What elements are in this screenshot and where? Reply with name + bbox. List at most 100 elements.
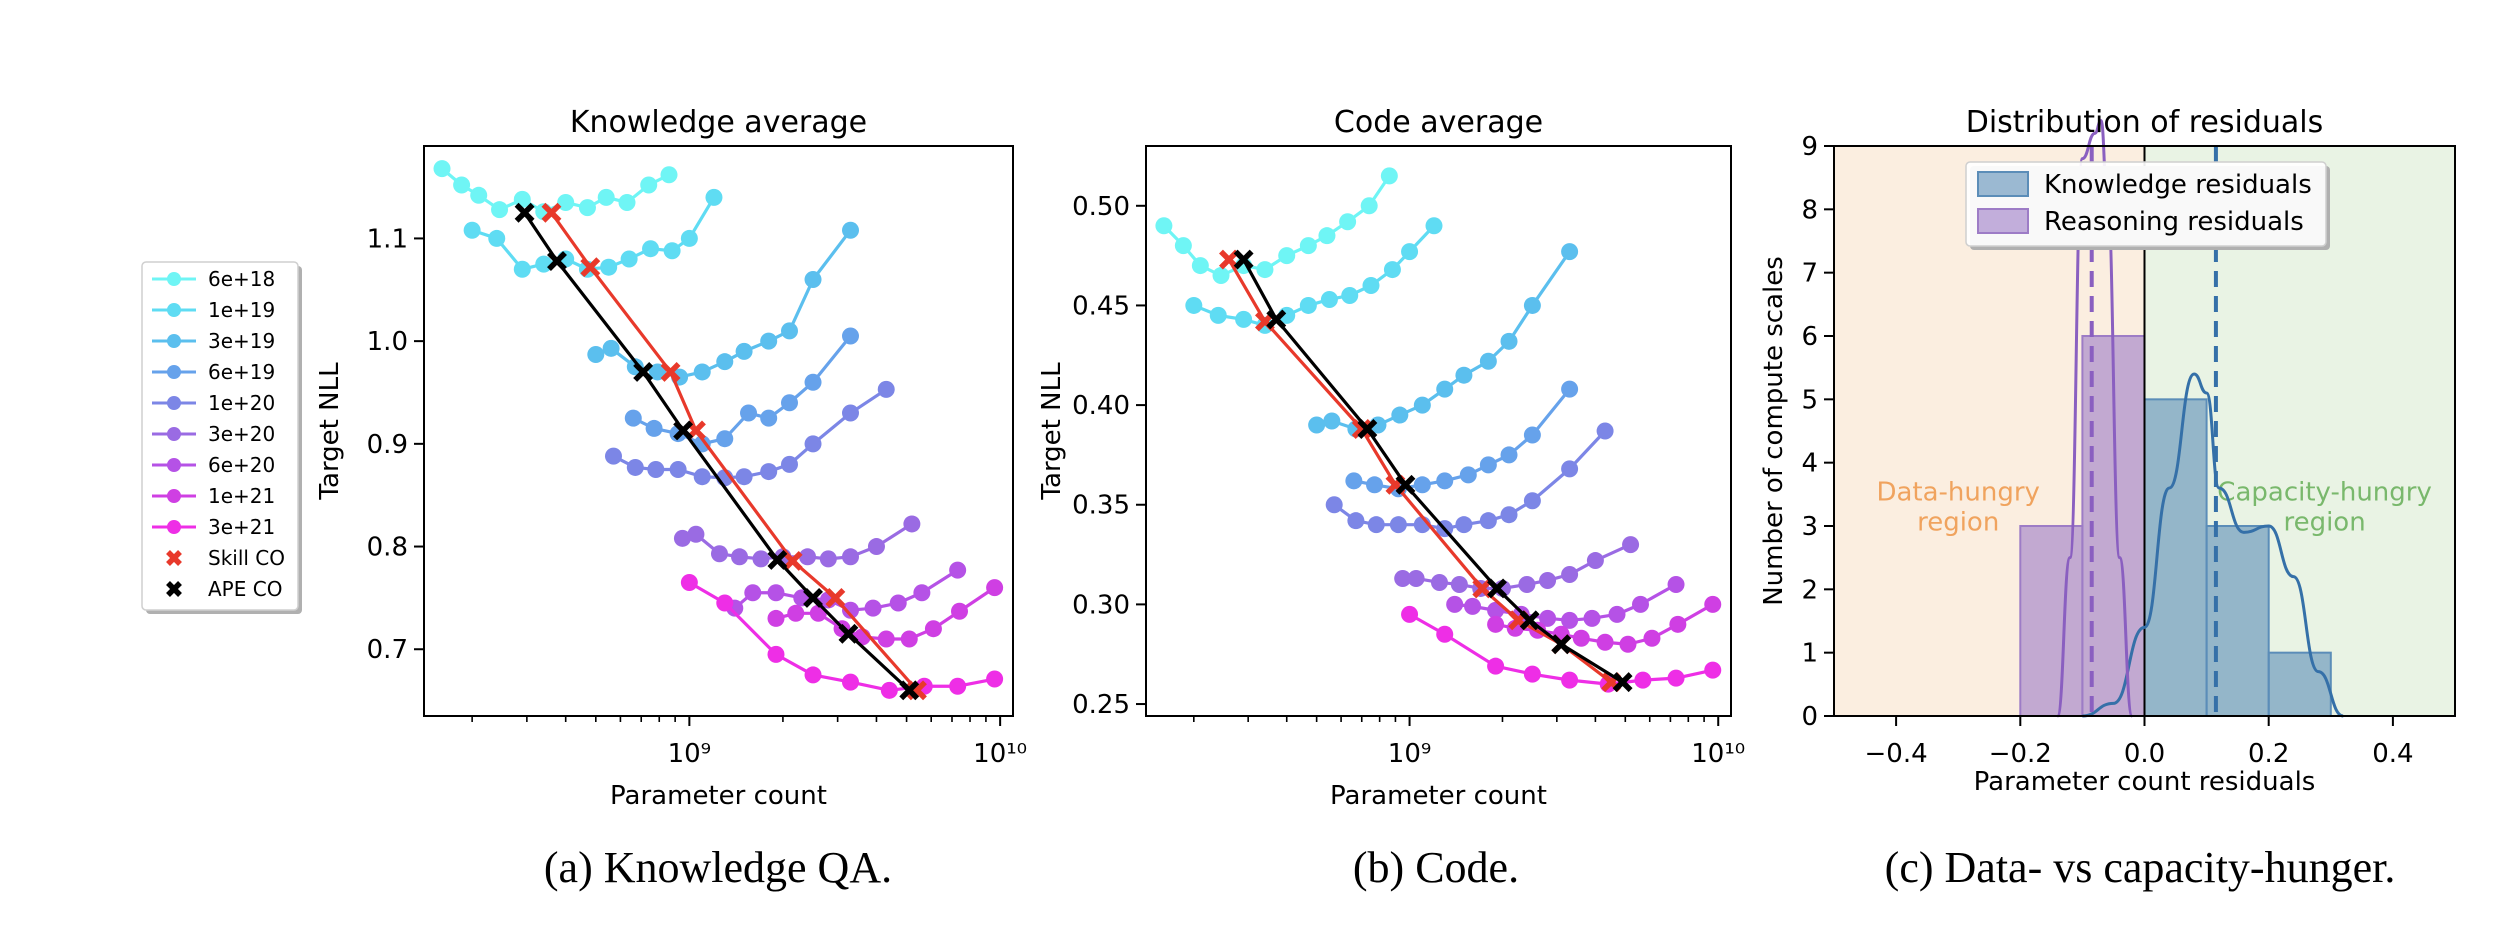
data-point <box>1523 426 1541 444</box>
legend-marker <box>167 458 181 472</box>
data-point <box>716 430 734 448</box>
data-point <box>760 463 778 481</box>
data-point <box>1561 460 1579 478</box>
data-point <box>819 550 837 568</box>
data-point <box>1360 197 1378 215</box>
optimal-marker <box>1551 634 1572 655</box>
data-point <box>1185 296 1203 314</box>
data-point <box>760 332 778 350</box>
x-tick-label: 0.0 <box>2124 739 2165 769</box>
data-point <box>1608 605 1626 623</box>
optimal-line-ape-co <box>514 202 920 701</box>
data-point <box>1389 516 1407 534</box>
series-line <box>632 334 852 446</box>
data-point <box>1539 571 1557 589</box>
optimal-marker-stroke-b <box>825 587 846 608</box>
histogram-bar <box>2143 398 2208 717</box>
data-point <box>642 240 660 258</box>
optimal-marker <box>673 420 694 441</box>
data-point <box>1586 552 1604 570</box>
data-point <box>1667 575 1685 593</box>
data-point <box>597 188 615 206</box>
optimal-marker <box>1233 249 1254 270</box>
optimal-marker <box>633 362 654 382</box>
region-label-line: region <box>1917 508 1999 538</box>
data-point <box>1455 516 1473 534</box>
series-line <box>1495 603 1714 646</box>
legend-entry-1e-21: 1e+21 <box>152 484 275 508</box>
region-label-line: region <box>2283 508 2365 538</box>
data-point <box>1391 406 1409 424</box>
optimal-marker-stroke-b <box>1357 419 1378 439</box>
data-point <box>1479 512 1497 530</box>
data-point <box>864 599 882 617</box>
data-point <box>1256 316 1274 334</box>
data-point <box>842 548 860 566</box>
residuals-legend: Knowledge residuals Reasoning residuals <box>1965 161 2330 250</box>
optimal-marker <box>825 587 846 608</box>
optimal-marker <box>838 623 859 644</box>
data-point <box>578 199 596 217</box>
optimal-line <box>550 211 919 692</box>
data-point <box>470 186 488 204</box>
data-point <box>780 394 798 412</box>
legend-entry-1e-20: 1e+20 <box>152 391 275 415</box>
optimal-marker-stroke-b <box>782 550 803 571</box>
legend-label: 3e+21 <box>208 515 275 539</box>
data-point <box>1401 605 1419 623</box>
legend-marker <box>167 427 181 441</box>
legend-entry-3e-19: 3e+19 <box>152 329 275 353</box>
data-point <box>1487 657 1505 675</box>
data-point <box>1394 569 1412 587</box>
data-point <box>1455 366 1473 384</box>
data-point <box>673 529 691 547</box>
y-tick-label: 0 <box>1801 702 1818 732</box>
legend-label: 1e+21 <box>208 484 275 508</box>
data-point <box>1561 380 1579 398</box>
data-point <box>693 363 711 381</box>
data-point <box>1539 609 1557 627</box>
data-point <box>1366 476 1384 494</box>
y-tick-label: 0.8 <box>367 533 408 563</box>
legend-label: 1e+19 <box>208 298 275 322</box>
chart-title: Distribution of residuals <box>1966 105 2324 140</box>
series-6e-20 <box>1446 575 1685 629</box>
y-tick-label: 1.0 <box>367 327 408 357</box>
optimal-marker <box>899 680 920 701</box>
optimal-line <box>523 211 911 692</box>
legend-box <box>141 261 299 611</box>
data-point <box>744 584 762 602</box>
data-point <box>513 260 531 278</box>
data-point <box>1339 213 1357 231</box>
series-line <box>775 586 996 641</box>
optimal-marker-stroke-b <box>838 623 859 644</box>
series-1e-19 <box>1185 217 1443 334</box>
data-point <box>804 373 822 391</box>
optimal-marker <box>1487 578 1507 599</box>
data-point <box>1500 446 1518 464</box>
optimal-marker-stroke-b <box>514 202 535 223</box>
data-point <box>602 339 620 357</box>
series-3e-19 <box>587 221 860 386</box>
optimal-marker-stroke-b <box>547 251 567 271</box>
plot-frame <box>1833 145 2456 717</box>
data-point <box>842 601 860 619</box>
data-point <box>804 435 822 453</box>
data-point <box>1622 536 1640 554</box>
data-point <box>453 176 471 194</box>
data-point <box>804 271 822 289</box>
series-3e-20 <box>1394 536 1640 597</box>
data-point <box>620 250 638 268</box>
region-label-line: Data-hungry <box>1876 478 2039 508</box>
data-point <box>660 166 678 184</box>
y-tick-label: 1.1 <box>367 224 408 254</box>
data-point <box>1596 633 1614 651</box>
legend-label: 3e+19 <box>208 329 275 353</box>
data-point <box>1464 597 1482 615</box>
data-point <box>799 548 817 566</box>
series-line <box>1316 250 1571 431</box>
data-point <box>1523 296 1541 314</box>
data-point <box>1459 466 1477 484</box>
series-line <box>1408 612 1714 686</box>
